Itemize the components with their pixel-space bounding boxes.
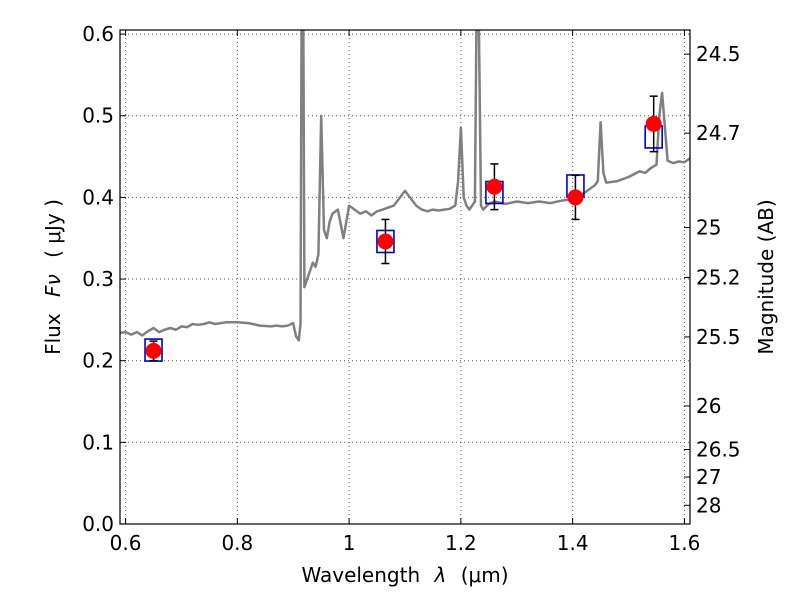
y-tick-label: 0.3 bbox=[82, 267, 114, 291]
plot-frame bbox=[119, 29, 691, 525]
y-axis-label-text: Flux bbox=[41, 313, 65, 355]
y2-axis-label: Magnitude (AB) bbox=[754, 199, 778, 354]
x-axis-label: Wavelength λ (μm) bbox=[301, 563, 508, 587]
ticks: 0.6 0.8 1 1.2 1.4 1.6 0.0 0.1 0.2 0.3 0.4 0.5 0.6 24.… bbox=[82, 22, 740, 555]
y-tick-label: 0.2 bbox=[82, 349, 114, 373]
x-axis-label-unit: (μm) bbox=[461, 563, 509, 587]
observed-point bbox=[486, 178, 503, 195]
y-tick-label: 0.6 bbox=[82, 22, 114, 46]
y-tick-label: 0.0 bbox=[82, 512, 114, 536]
y-axis-label: Flux Fν ( μJy ) bbox=[41, 199, 65, 355]
series-layer bbox=[120, 30, 690, 362]
y2-tick-label: 24.7 bbox=[696, 121, 741, 145]
y2-tick-label: 25.5 bbox=[696, 325, 741, 349]
observed-point bbox=[377, 233, 394, 250]
spectrum-line bbox=[120, 30, 690, 342]
x-axis-label-symbol: λ bbox=[434, 563, 447, 587]
y2-tick-label: 28 bbox=[696, 493, 721, 517]
observed-point bbox=[645, 115, 662, 132]
observed-point bbox=[567, 189, 584, 206]
x-tick-label: 1.6 bbox=[669, 531, 701, 555]
y2-tick-label: 26.5 bbox=[696, 438, 741, 462]
y-tick-label: 0.4 bbox=[82, 185, 114, 209]
x-tick-label: 1.4 bbox=[557, 531, 589, 555]
observed-point bbox=[145, 342, 162, 359]
y-tick-label: 0.1 bbox=[82, 430, 114, 454]
y-axis-label-symbol: Fν bbox=[41, 274, 65, 297]
y2-tick-label: 25.2 bbox=[696, 265, 741, 289]
plot-area bbox=[120, 30, 690, 524]
y2-tick-label: 27 bbox=[696, 465, 721, 489]
x-tick-label: 1.2 bbox=[445, 531, 477, 555]
x-tick-label: 1 bbox=[343, 531, 356, 555]
y2-tick-label: 25 bbox=[696, 216, 721, 240]
y-tick-label: 0.5 bbox=[82, 104, 114, 128]
y2-tick-label: 24.5 bbox=[696, 42, 741, 66]
y-axis-label-unit: ( μJy ) bbox=[41, 199, 65, 258]
x-tick-label: 0.6 bbox=[110, 531, 142, 555]
x-axis-label-text: Wavelength bbox=[301, 563, 420, 587]
x-tick-label: 0.8 bbox=[221, 531, 253, 555]
y2-tick-label: 26 bbox=[696, 394, 721, 418]
